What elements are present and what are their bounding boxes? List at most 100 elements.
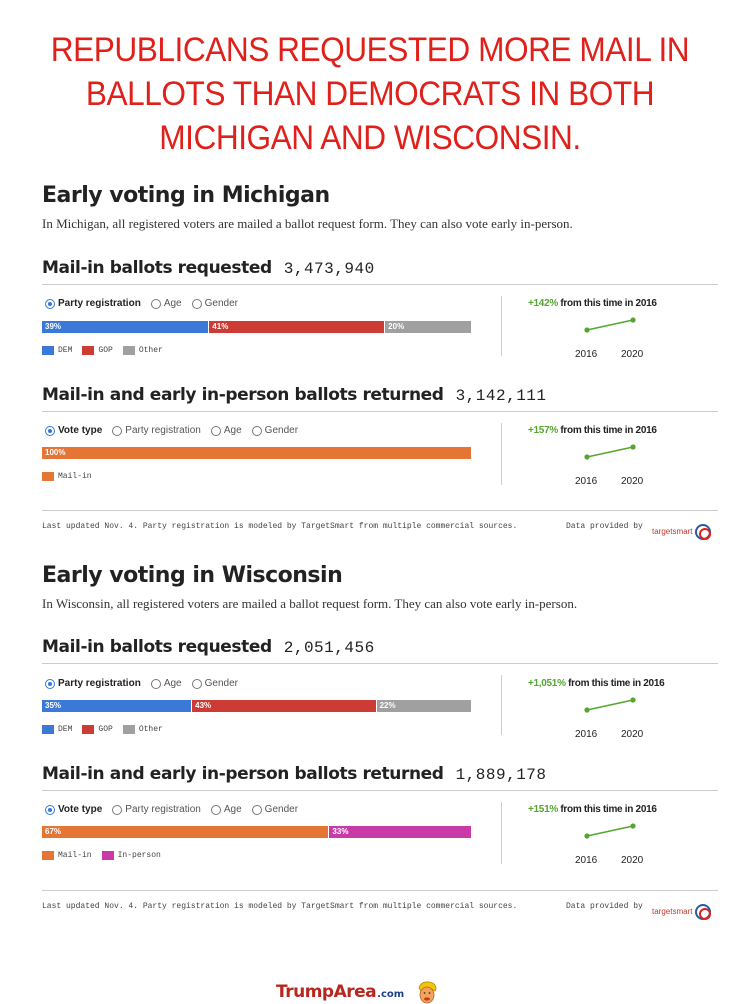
data-provided-label: Data provided by [566, 902, 643, 911]
block-title: Mail-in and early in-person ballots retu… [42, 764, 444, 784]
radio-dot-icon [112, 425, 123, 436]
divider [42, 510, 718, 511]
bar-segment: 67% [42, 826, 330, 838]
radio-age[interactable]: Age [150, 298, 182, 309]
radio-dot-icon [251, 804, 262, 815]
radio-vote-type[interactable]: Vote type [45, 804, 102, 815]
legend-swatch [42, 851, 54, 860]
michigan-requested-block: Mail-in ballots requested 3,473,940 Part… [42, 258, 718, 378]
radio-dot-icon [210, 804, 221, 815]
radio-label: Age [163, 298, 182, 309]
radio-label: Age [223, 425, 242, 436]
vertical-divider [501, 296, 502, 356]
legend-item: DEM [42, 725, 72, 734]
block-title: Mail-in and early in-person ballots retu… [42, 385, 444, 405]
radio-label: Party registration [125, 425, 201, 436]
radio-label: Gender [204, 298, 238, 309]
wisconsin-footer: Last updated Nov. 4. Party registration … [42, 890, 718, 926]
breakdown-radio-group: Party registration Age Gender [45, 678, 248, 689]
legend-label: DEM [58, 346, 73, 355]
radio-age[interactable]: Age [150, 678, 182, 689]
radio-gender[interactable]: Gender [191, 298, 238, 309]
trend-point-2016 [584, 454, 590, 460]
divider [42, 790, 718, 791]
legend-swatch [42, 725, 54, 734]
section-description: In Michigan, all registered voters are m… [42, 216, 573, 231]
block-count: 3,473,940 [283, 260, 375, 278]
bar-segment: 33% [329, 826, 471, 838]
trend-line [586, 446, 634, 458]
targetsmart-logo[interactable]: targetsmart [652, 904, 712, 920]
legend-label: Mail-in [58, 851, 92, 860]
legend-label: GOP [98, 725, 113, 734]
trend-panel: +151% from this time in 2016 2016 2020 [520, 804, 720, 874]
trend-text: from this time in 2016 [557, 425, 657, 436]
trend-line [586, 319, 634, 331]
trend-sparkline [584, 317, 636, 333]
radio-label: Party registration [125, 804, 201, 815]
breakdown-radio-group: Party registration Age Gender [45, 298, 248, 309]
wisconsin-requested-block: Mail-in ballots requested 2,051,456 Part… [42, 637, 718, 757]
section-title: Early voting in Michigan [42, 183, 330, 208]
radio-party-registration[interactable]: Party registration [112, 804, 201, 815]
radio-party-registration[interactable]: Party registration [45, 298, 141, 309]
radio-gender[interactable]: Gender [251, 804, 298, 815]
bar-segment: 22% [376, 700, 471, 712]
radio-dot-icon [150, 298, 161, 309]
legend-swatch [42, 472, 54, 481]
radio-dot-icon [191, 298, 202, 309]
radio-age[interactable]: Age [210, 425, 242, 436]
radio-label: Gender [204, 678, 238, 689]
bar-segment: 41% [209, 321, 386, 333]
trend-panel: +142% from this time in 2016 2016 2020 [520, 298, 720, 368]
divider [42, 890, 718, 891]
section-title: Early voting in Wisconsin [42, 563, 343, 588]
bar-legend: Mail-in In-person [42, 851, 171, 860]
wisconsin-section-header: Early voting in Wisconsin In Wisconsin, … [42, 563, 718, 612]
radio-gender[interactable]: Gender [251, 425, 299, 436]
radio-age[interactable]: Age [210, 804, 242, 815]
bar-segment: 20% [385, 321, 471, 333]
legend-item: GOP [82, 346, 113, 355]
trend-point-2020 [630, 823, 636, 829]
radio-gender[interactable]: Gender [191, 678, 238, 689]
radio-dot-icon [210, 425, 221, 436]
targetsmart-logo[interactable]: targetsmart [652, 524, 712, 540]
block-title: Mail-in ballots requested [42, 637, 272, 657]
trend-year-2020: 2020 [621, 349, 644, 360]
divider [42, 663, 718, 664]
radio-label: Age [163, 678, 182, 689]
radio-party-registration[interactable]: Party registration [112, 425, 201, 436]
radio-party-registration[interactable]: Party registration [45, 678, 141, 689]
trend-line [586, 825, 634, 837]
legend-label: DEM [58, 725, 73, 734]
vertical-divider [501, 423, 502, 485]
trend-sparkline [584, 697, 636, 713]
radio-label: Vote type [58, 425, 103, 436]
radio-label: Gender [264, 425, 299, 436]
legend-item: DEM [42, 346, 72, 355]
michigan-section-header: Early voting in Michigan In Michigan, al… [42, 183, 718, 232]
legend-item: In-person [101, 851, 161, 860]
wisconsin-returned-block: Mail-in and early in-person ballots retu… [42, 764, 718, 884]
trend-year-2016: 2016 [575, 349, 598, 360]
legend-label: In-person [117, 851, 161, 860]
breakdown-radio-group: Vote type Party registration Age Gender [45, 804, 308, 815]
trend-text: from this time in 2016 [557, 298, 657, 309]
trend-year-2016: 2016 [575, 729, 598, 740]
section-description: In Wisconsin, all registered voters are … [42, 596, 578, 611]
block-count: 1,889,178 [455, 766, 547, 784]
legend-swatch [42, 346, 54, 355]
bar-segment: 39% [42, 321, 210, 333]
trump-cartoon-face-icon [416, 980, 438, 1004]
headline: REPUBLICANS REQUESTED MORE MAIL IN BALLO… [50, 31, 690, 157]
bar-legend: DEM GOP Other [42, 725, 173, 734]
legend-swatch [82, 346, 95, 355]
data-provided-label: Data provided by [566, 522, 643, 531]
trend-year-2016: 2016 [575, 855, 598, 866]
stacked-bar: 100% [42, 447, 471, 459]
radio-vote-type[interactable]: Vote type [45, 425, 102, 436]
trend-line [586, 699, 634, 711]
trumparea-brand[interactable]: TrumpArea .com [276, 980, 438, 1004]
trend-panel: +1,051% from this time in 2016 2016 2020 [520, 678, 720, 748]
